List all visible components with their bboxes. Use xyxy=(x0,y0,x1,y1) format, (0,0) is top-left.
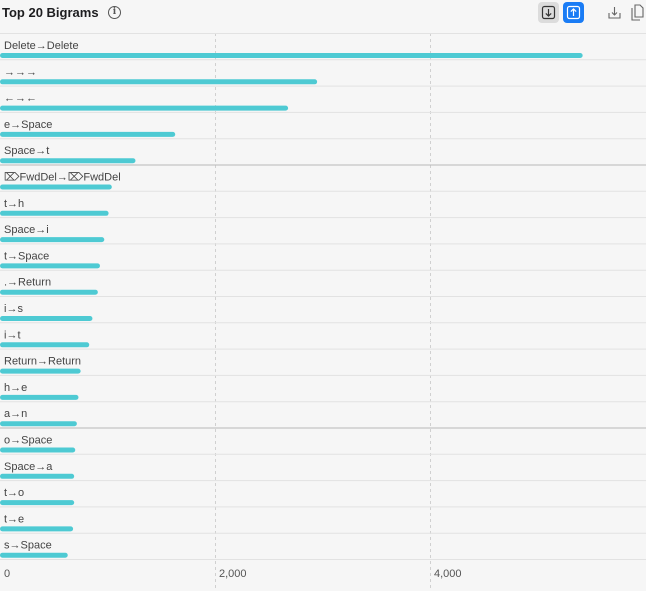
category-label: Delete→Delete xyxy=(4,40,79,52)
category-label: a→n xyxy=(4,408,27,420)
bar xyxy=(0,184,112,190)
bar xyxy=(0,210,109,216)
bar xyxy=(0,421,77,427)
bar xyxy=(0,237,105,243)
category-label: t→Space xyxy=(4,250,49,262)
documents-copy-icon xyxy=(631,4,644,21)
sort-ascending-button[interactable] xyxy=(563,2,584,23)
bar xyxy=(0,342,90,348)
category-label: t→o xyxy=(4,487,24,499)
bar xyxy=(0,368,81,374)
bar xyxy=(0,526,74,532)
bar xyxy=(0,316,93,321)
tray-download-icon xyxy=(608,7,621,19)
category-label: →→→ xyxy=(4,66,37,78)
export-button[interactable] xyxy=(604,2,625,23)
bar xyxy=(0,394,79,400)
bar xyxy=(0,79,318,85)
chart-title: Top 20 Bigrams xyxy=(2,5,99,20)
category-label: h→e xyxy=(4,382,27,394)
category-label: Space→i xyxy=(4,224,49,236)
bar xyxy=(0,289,98,295)
category-label: t→h xyxy=(4,198,24,210)
bar xyxy=(0,473,75,479)
category-label: ←→← xyxy=(4,93,37,105)
sort-descending-button[interactable] xyxy=(538,2,559,23)
bar xyxy=(0,500,75,506)
category-label: .→Return xyxy=(4,277,51,289)
category-label: s→Space xyxy=(4,540,52,552)
bar xyxy=(0,552,68,558)
bar xyxy=(0,53,583,58)
x-tick-label: 4,000 xyxy=(434,568,462,580)
category-label: e→Space xyxy=(4,119,52,131)
category-label: i→t xyxy=(4,329,21,341)
category-label: t→e xyxy=(4,513,24,525)
bigram-bar-chart: Delete→Delete →→→ ←→← e→Space Space→t ⌦FwdDel… xyxy=(0,33,646,591)
x-tick-label: 2,000 xyxy=(219,568,247,580)
bar xyxy=(0,131,176,137)
bar xyxy=(0,158,136,164)
category-label: ⌦FwdDel→⌦FwdDel xyxy=(4,172,121,184)
info-circle-icon[interactable]: i xyxy=(108,6,121,19)
bar xyxy=(0,105,289,111)
category-label: o→Space xyxy=(4,435,52,447)
arrow-down-square-icon xyxy=(541,5,556,20)
category-label: i→s xyxy=(4,303,23,315)
category-label: Space→a xyxy=(4,461,53,473)
bar xyxy=(0,263,100,269)
copy-button[interactable] xyxy=(628,2,646,23)
bar xyxy=(0,447,76,453)
x-tick-label: 0 xyxy=(4,568,10,580)
chart-header: Top 20 Bigrams i xyxy=(0,0,646,30)
chart-canvas: Delete→Delete →→→ ←→← e→Space Space→t ⌦FwdDel… xyxy=(0,33,646,591)
category-label: Return→Return xyxy=(4,356,81,368)
arrow-up-square-icon xyxy=(566,5,581,20)
category-label: Space→t xyxy=(4,145,49,157)
